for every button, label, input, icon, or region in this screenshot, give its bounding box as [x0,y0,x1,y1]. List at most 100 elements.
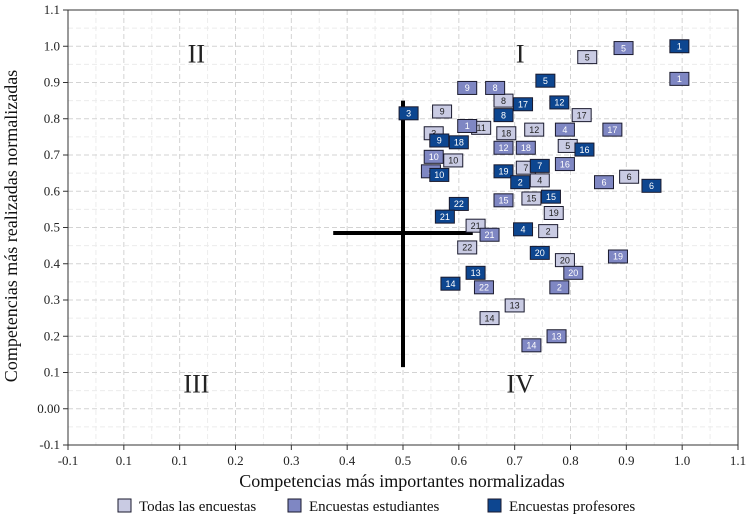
data-point-marker [473,280,494,295]
data-point-marker [493,193,514,208]
data-point-label: 2 [546,226,551,236]
legend-swatch [487,498,502,513]
data-point-label: 7 [523,163,528,173]
legend-label: Encuestas profesores [509,499,635,515]
x-tick-label: 0.2 [227,453,243,468]
data-point-label: 12 [529,125,539,135]
data-point-label: 17 [607,125,617,135]
y-tick-label: 0.00 [37,401,60,416]
data-point-marker [493,108,514,123]
data-point-marker [619,169,640,184]
data-point-marker [549,280,570,295]
data-point-marker [669,39,690,54]
x-tick-label: 0.7 [507,453,524,468]
data-point-label: 14 [485,313,495,323]
data-point-marker [535,73,556,88]
data-point-marker [448,135,469,150]
data-point-label: 13 [510,301,520,311]
legend-label: Encuestas estudiantes [309,499,440,515]
data-point-label: 4 [562,125,567,135]
x-tick-label: 0.9 [618,453,634,468]
data-point-label: 8 [501,96,506,106]
data-point-label: 2 [557,283,562,293]
y-tick-label: -0.1 [39,437,60,452]
data-point-label: 18 [521,143,531,153]
data-point-marker [594,175,614,190]
data-point-marker [504,298,525,313]
data-point-marker [574,142,595,157]
data-point-marker [571,108,592,123]
legend-swatch [117,498,132,513]
data-point-label: 21 [485,230,495,240]
axis-ticks: -0.1 0.1 0.1 0.2 0.3 0.4 0.5 0.6 0.7 0.8 0.9 1.0 1.1… [37,2,746,468]
data-point-marker [479,227,500,242]
data-point-label: 5 [543,76,548,86]
data-point-marker [524,122,545,137]
data-point-marker [448,196,469,211]
data-point-marker [521,338,542,353]
y-tick-label: 0.7 [44,147,61,162]
data-point-marker [398,106,419,121]
quadrant-label: IV [507,369,535,398]
data-point-marker [529,158,550,173]
y-tick-label: 1.0 [44,38,60,53]
x-tick-label: 0.1 [172,453,188,468]
y-tick-label: 0.6 [44,183,61,198]
series-2: 519814171218103166152119202221314 [420,41,690,353]
data-point-label: 20 [568,268,578,278]
data-point-marker [641,178,662,193]
data-point-label: 16 [579,145,589,155]
legend-label: Todas las encuestas [139,499,256,515]
data-point-marker [669,71,690,86]
data-point-label: 5 [585,52,590,62]
data-point-label: 13 [552,331,562,341]
x-tick-label: 0.8 [562,453,578,468]
x-tick-label: 0.6 [451,453,468,468]
data-point-label: 2 [518,177,523,187]
data-point-label: 21 [471,221,481,231]
data-point-label: 8 [501,110,506,120]
y-tick-label: 0.3 [44,292,60,307]
data-point-marker [493,164,514,179]
data-point-marker [510,175,531,190]
data-point-marker [546,329,567,344]
y-tick-label: 0.4 [44,256,61,271]
data-point-label: 18 [454,138,464,148]
data-point-marker [465,265,486,280]
data-point-marker [429,167,450,182]
x-tick-label: 1.0 [674,453,690,468]
x-tick-label: 0.4 [339,453,356,468]
data-point-label: 20 [535,248,545,258]
data-point-marker [538,224,559,239]
x-tick-label: 1.1 [730,453,746,468]
data-point-label: 19 [549,208,559,218]
data-point-label: 6 [601,177,606,187]
data-point-label: 1 [677,41,682,51]
x-tick-label: 0.5 [395,453,411,468]
data-point-marker [432,104,453,119]
data-point-marker [423,149,444,164]
data-point-label: 19 [613,252,623,262]
data-point-label: 9 [465,83,470,93]
data-point-marker [563,265,584,280]
data-point-label: 17 [518,99,528,109]
data-point-label: 8 [493,83,498,93]
data-point-marker [521,191,542,206]
data-point-marker [429,133,450,148]
data-point-label: 3 [431,128,436,138]
data-point-label: 22 [479,283,489,293]
data-point-marker [607,249,628,264]
data-point-marker [479,311,500,326]
data-point-label: 1 [677,74,682,84]
data-point-label: 18 [501,128,511,138]
data-point-marker [496,126,517,141]
y-axis-title: Competencias más realizadas normalizadas [1,70,21,382]
center-cross [333,100,473,368]
legend-swatch [287,498,302,513]
data-point-label: 10 [429,152,439,162]
data-point-marker [457,119,478,133]
data-point-label: 20 [560,255,570,265]
data-point-label: 6 [627,172,632,182]
